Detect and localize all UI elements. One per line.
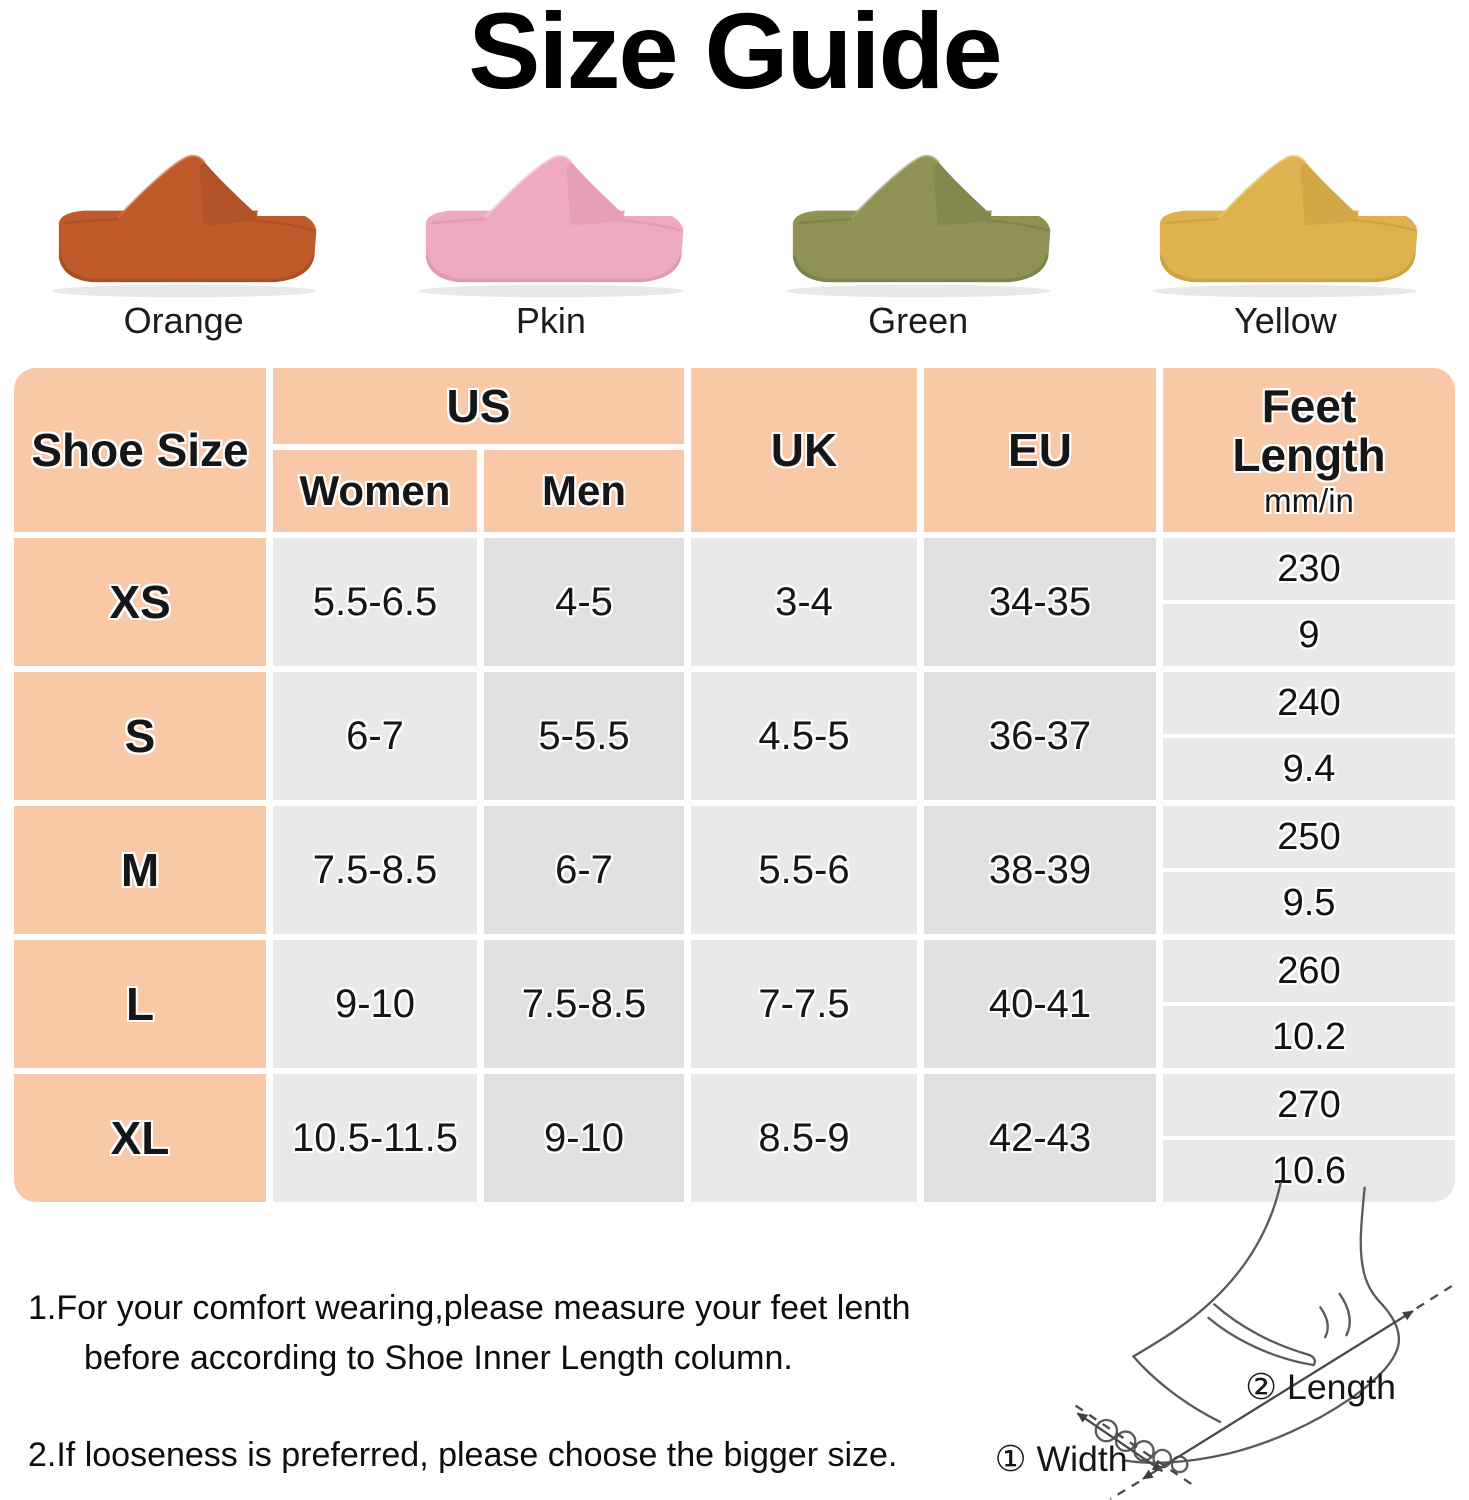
feet-length-cell: 240 9.4 xyxy=(1163,672,1455,800)
slipper-image-green xyxy=(735,148,1102,300)
width-label: ① Width xyxy=(995,1439,1128,1479)
color-label-orange: Orange xyxy=(123,300,244,341)
foot-sketch xyxy=(1094,1182,1400,1474)
header-feet-length: Feet Length mm/in xyxy=(1163,368,1455,532)
size-cell: M xyxy=(14,806,266,934)
slipper-image-yellow xyxy=(1102,148,1469,300)
uk-cell: 3-4 xyxy=(691,538,917,666)
us-women-cell: 10.5-11.5 xyxy=(273,1074,477,1202)
us-men-cell: 4-5 xyxy=(484,538,684,666)
us-women-cell: 9-10 xyxy=(273,940,477,1068)
feet-mm-value: 260 xyxy=(1163,940,1455,1002)
uk-cell: 8.5-9 xyxy=(691,1074,917,1202)
eu-cell: 34-35 xyxy=(924,538,1156,666)
note-1: 1.For your comfort wearing,please measur… xyxy=(28,1283,911,1383)
header-feet-unit: mm/in xyxy=(1264,481,1354,519)
us-men-cell: 5-5.5 xyxy=(484,672,684,800)
header-us-men: Men xyxy=(484,450,684,532)
slide-slipper-icon xyxy=(418,154,684,298)
slide-slipper-icon xyxy=(51,154,316,298)
color-label-pink: Pkin xyxy=(515,300,586,341)
header-eu: EU xyxy=(924,368,1156,532)
feet-in-value: 9 xyxy=(1163,604,1455,666)
color-label-yellow: Yellow xyxy=(1234,300,1337,341)
header-us: US xyxy=(273,368,684,444)
eu-cell: 36-37 xyxy=(924,672,1156,800)
measure-lines xyxy=(1074,1282,1457,1500)
feet-mm-value: 270 xyxy=(1163,1074,1455,1136)
eu-cell: 40-41 xyxy=(924,940,1156,1068)
feet-in-value: 10.2 xyxy=(1163,1006,1455,1068)
us-men-cell: 6-7 xyxy=(484,806,684,934)
size-cell: S xyxy=(14,672,266,800)
uk-cell: 7-7.5 xyxy=(691,940,917,1068)
eu-cell: 42-43 xyxy=(924,1074,1156,1202)
size-cell: XS xyxy=(14,538,266,666)
feet-mm-value: 230 xyxy=(1163,538,1455,600)
color-label-green: Green xyxy=(868,300,969,341)
header-shoe-size: Shoe Size xyxy=(14,368,266,532)
feet-in-value: 9.5 xyxy=(1163,872,1455,934)
uk-cell: 5.5-6 xyxy=(691,806,917,934)
header-us-women: Women xyxy=(273,450,477,532)
us-women-cell: 7.5-8.5 xyxy=(273,806,477,934)
feet-length-cell: 250 9.5 xyxy=(1163,806,1455,934)
feet-mm-value: 240 xyxy=(1163,672,1455,734)
note-1-line-1: 1.For your comfort wearing,please measur… xyxy=(28,1289,911,1327)
feet-mm-value: 250 xyxy=(1163,806,1455,868)
page-title: Size Guide xyxy=(468,0,1002,111)
note-1-line-2: before according to Shoe Inner Length co… xyxy=(84,1339,793,1377)
size-cell: L xyxy=(14,940,266,1068)
color-labels: Orange Pkin Green Yellow xyxy=(0,300,1469,342)
eu-cell: 38-39 xyxy=(924,806,1156,934)
size-cell: XL xyxy=(14,1074,266,1202)
slide-slipper-icon xyxy=(1153,154,1418,298)
foot-measurement-diagram: ① Width ② Length xyxy=(995,1182,1457,1500)
feet-length-cell: 270 10.6 xyxy=(1163,1074,1455,1202)
note-2: 2.If looseness is preferred, please choo… xyxy=(28,1436,898,1474)
header-feet-line2: Length xyxy=(1232,429,1386,482)
slipper-image-orange xyxy=(0,148,367,300)
us-women-cell: 6-7 xyxy=(273,672,477,800)
feet-length-cell: 260 10.2 xyxy=(1163,940,1455,1068)
slipper-image-pink xyxy=(367,148,734,300)
feet-in-value: 9.4 xyxy=(1163,738,1455,800)
header-feet-line1: Feet xyxy=(1261,379,1357,432)
length-label: ② Length xyxy=(1245,1367,1396,1407)
slide-slipper-icon xyxy=(785,154,1051,298)
us-women-cell: 5.5-6.5 xyxy=(273,538,477,666)
us-men-cell: 9-10 xyxy=(484,1074,684,1202)
feet-in-value: 10.6 xyxy=(1163,1140,1455,1202)
size-chart-table: Shoe Size US Women Men UK EU Feet Length… xyxy=(14,368,1455,1202)
us-men-cell: 7.5-8.5 xyxy=(484,940,684,1068)
slipper-images xyxy=(0,148,1469,300)
feet-length-cell: 230 9 xyxy=(1163,538,1455,666)
header-uk: UK xyxy=(691,368,917,532)
uk-cell: 4.5-5 xyxy=(691,672,917,800)
